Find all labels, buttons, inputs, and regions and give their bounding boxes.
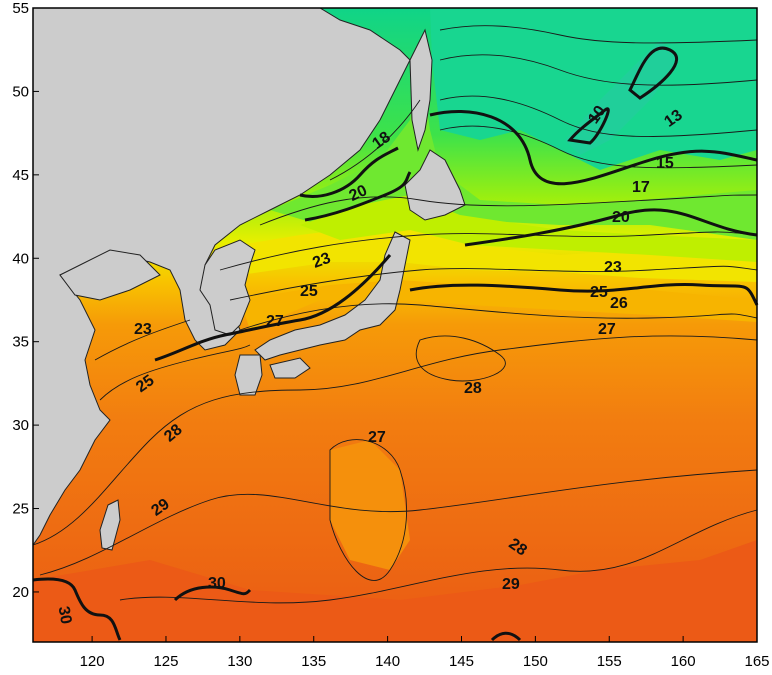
land-taiwan <box>99 499 121 551</box>
y-tick-label: 20 <box>12 584 29 601</box>
x-tick-label: 125 <box>153 653 178 670</box>
contour-label: 27 <box>368 429 386 446</box>
band-warm-pool <box>330 440 410 570</box>
band-cool-green <box>270 60 757 240</box>
contour-label: 29 <box>502 576 520 593</box>
plot-frame <box>32 7 758 643</box>
y-tick-label: 50 <box>12 83 29 100</box>
band-coldest-core <box>565 40 680 155</box>
contour-label: 28 <box>464 380 482 397</box>
land-shandong <box>59 249 161 301</box>
land-sakhalin <box>409 28 433 152</box>
contour-label: 30 <box>55 605 75 626</box>
contour-label: 27 <box>598 321 616 338</box>
contour-label: 20 <box>347 182 370 205</box>
x-tick-label: 165 <box>744 653 769 670</box>
x-tick-label: 120 <box>80 653 105 670</box>
band-orange-yellow <box>240 280 757 330</box>
contour-label: 27 <box>266 313 284 330</box>
band-hottest-south <box>33 540 757 642</box>
contour-label: 23 <box>604 259 622 276</box>
x-tick-label: 150 <box>523 653 548 670</box>
y-tick-label: 55 <box>12 0 29 17</box>
x-tick-label: 130 <box>227 653 252 670</box>
land-hokkaido <box>404 149 466 221</box>
x-tick-label: 135 <box>301 653 326 670</box>
x-tick-label: 160 <box>671 653 696 670</box>
y-tick-label: 25 <box>12 501 29 518</box>
contour-label: 23 <box>310 250 333 272</box>
land-asia-mainland <box>32 7 411 547</box>
y-tick-label: 40 <box>12 250 29 267</box>
contour-label: 23 <box>134 321 152 338</box>
y-axis: 55 50 45 40 35 30 25 20 <box>12 0 39 601</box>
y-tick-label: 35 <box>12 334 29 351</box>
x-axis: 120 125 130 135 140 145 150 155 160 165 <box>80 636 770 670</box>
contour-label: 17 <box>632 179 650 196</box>
contour-label: 15 <box>656 155 674 172</box>
contour-label: 26 <box>610 295 628 312</box>
contour-label: 20 <box>612 209 630 226</box>
x-tick-label: 145 <box>449 653 474 670</box>
y-tick-label: 45 <box>12 167 29 184</box>
y-tick-label: 30 <box>12 417 29 434</box>
contour-lines <box>32 25 758 604</box>
contour-label: 30 <box>208 575 226 592</box>
land-shikoku <box>269 357 311 379</box>
x-tick-label: 140 <box>375 653 400 670</box>
contour-label: 25 <box>300 283 318 300</box>
bold-contours <box>32 46 759 642</box>
land-kyushu <box>234 354 263 396</box>
x-tick-label: 155 <box>597 653 622 670</box>
contour-label: 25 <box>590 284 608 301</box>
